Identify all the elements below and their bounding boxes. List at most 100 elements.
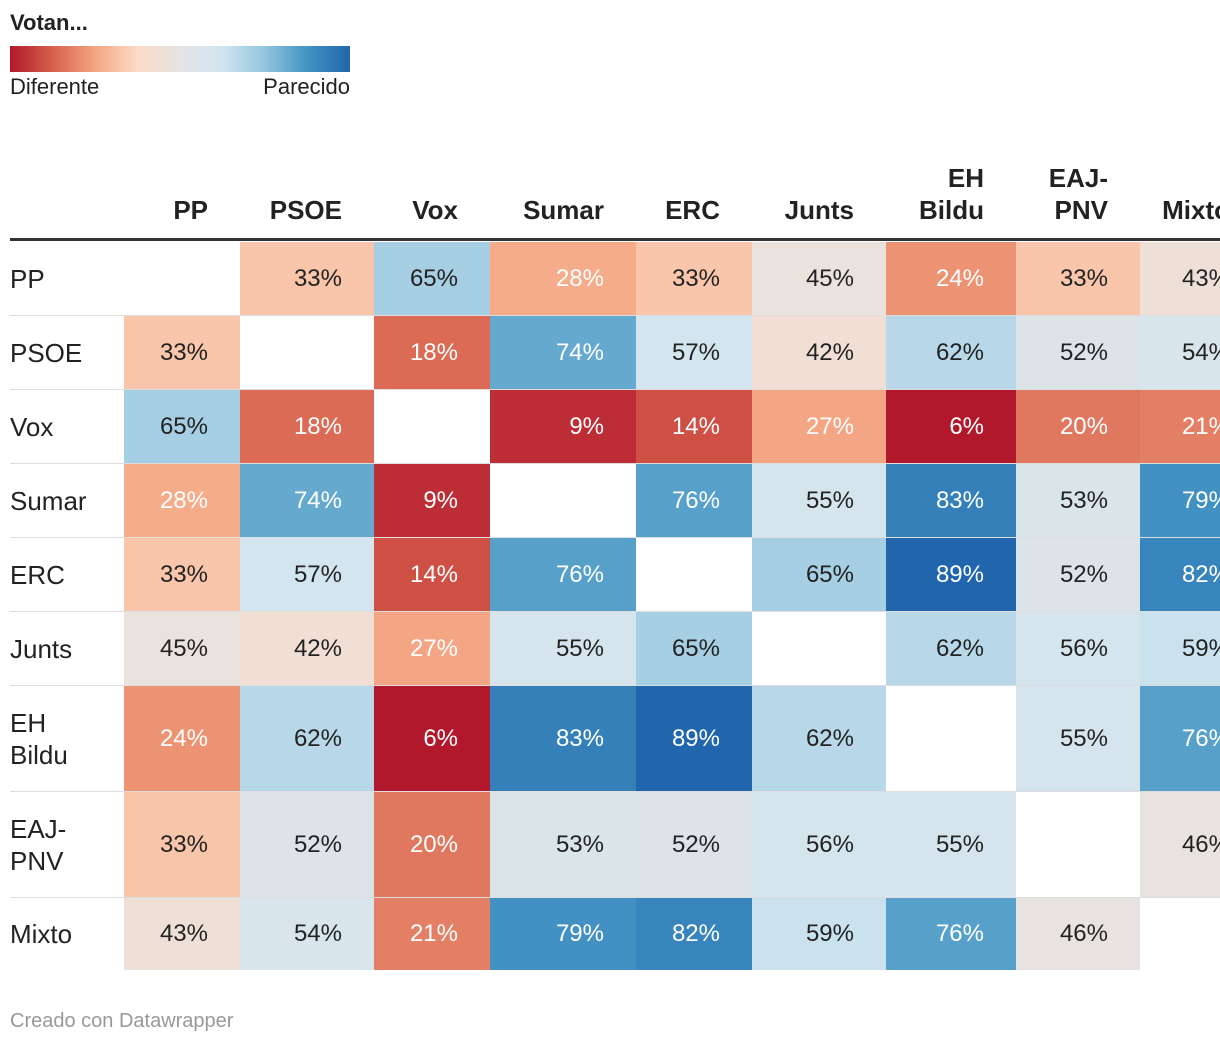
heat-cell: 24% xyxy=(886,242,1016,316)
row-separator xyxy=(10,537,1220,538)
cell-label: 18% xyxy=(293,413,342,440)
cell-label: 57% xyxy=(671,339,720,366)
cell-label: 24% xyxy=(159,725,208,752)
heat-cell: 52% xyxy=(1016,316,1140,390)
heat-cell: 79% xyxy=(490,898,636,970)
cell-label: 59% xyxy=(805,920,854,947)
cell-label: 45% xyxy=(159,635,208,662)
cell-label: 6% xyxy=(949,413,984,440)
heat-cell: 55% xyxy=(490,612,636,686)
heat-cell: 43% xyxy=(1140,242,1220,316)
heat-cell: 83% xyxy=(886,464,1016,538)
row-header: Junts xyxy=(10,634,73,664)
row-separator xyxy=(10,389,1220,390)
legend-label: Parecido xyxy=(263,74,350,99)
cell-label: 52% xyxy=(293,831,342,858)
cell-label: 33% xyxy=(1059,265,1108,292)
cell-label: 43% xyxy=(1181,265,1220,292)
heat-cell: 83% xyxy=(490,686,636,792)
heat-cell: 18% xyxy=(374,316,490,390)
cell-label: 65% xyxy=(671,635,720,662)
heat-cell: 56% xyxy=(1016,612,1140,686)
heat-cell: 62% xyxy=(240,686,374,792)
legend-title: Votan... xyxy=(10,10,88,35)
heat-cell: 42% xyxy=(752,316,886,390)
cell-label: 54% xyxy=(293,920,342,947)
heat-cell: 45% xyxy=(752,242,886,316)
heat-cell: 65% xyxy=(636,612,752,686)
heat-cell: 82% xyxy=(1140,538,1220,612)
row-header: Sumar xyxy=(10,486,87,516)
column-header: PSOE xyxy=(269,195,342,225)
heat-cell: 62% xyxy=(886,612,1016,686)
heat-cell: 46% xyxy=(1016,898,1140,970)
legend-label: Diferente xyxy=(10,74,100,99)
cell-label: 14% xyxy=(409,561,458,588)
cell-label: 20% xyxy=(1059,413,1108,440)
heat-cell: 6% xyxy=(886,390,1016,464)
source: Creado con Datawrapper xyxy=(10,1010,234,1032)
heat-cell: 9% xyxy=(374,464,490,538)
heat-cell: 33% xyxy=(1016,242,1140,316)
heat-cell: 74% xyxy=(490,316,636,390)
column-header: Junts xyxy=(784,195,854,225)
heat-cell: 21% xyxy=(1140,390,1220,464)
cell-label: 56% xyxy=(1059,635,1108,662)
cell-label: 21% xyxy=(409,920,458,947)
row-separator xyxy=(10,791,1220,792)
row-header: PP xyxy=(10,264,45,294)
heat-cell: 53% xyxy=(1016,464,1140,538)
header-rule xyxy=(10,238,1220,241)
cell-label: 79% xyxy=(1181,487,1220,514)
cell-label: 55% xyxy=(935,831,984,858)
cell-label: 59% xyxy=(1181,635,1220,662)
cell-label: 27% xyxy=(805,413,854,440)
cell-label: 18% xyxy=(409,339,458,366)
cell-label: 46% xyxy=(1059,920,1108,947)
heat-cell: 62% xyxy=(886,316,1016,390)
cell-label: 76% xyxy=(555,561,604,588)
heat-cell: 56% xyxy=(752,792,886,898)
heat-cell: 53% xyxy=(490,792,636,898)
heat-cell: 42% xyxy=(240,612,374,686)
cell-label: 54% xyxy=(1181,339,1220,366)
cell-label: 74% xyxy=(555,339,604,366)
column-header: Mixto xyxy=(1162,195,1220,225)
cell-label: 62% xyxy=(293,725,342,752)
cell-label: 83% xyxy=(555,725,604,752)
row-header: EH Bildu xyxy=(10,708,68,770)
cell-label: 89% xyxy=(671,725,720,752)
cell-label: 28% xyxy=(159,487,208,514)
cell-label: 76% xyxy=(1181,725,1220,752)
cell-label: 21% xyxy=(1181,413,1220,440)
heat-cell: 55% xyxy=(1016,686,1140,792)
row-header: EAJ-PNV xyxy=(10,814,67,876)
cell-label: 55% xyxy=(1059,725,1108,752)
cell-label: 56% xyxy=(805,831,854,858)
column-header: Vox xyxy=(412,195,458,225)
cell-label: 55% xyxy=(805,487,854,514)
heat-cell: 18% xyxy=(240,390,374,464)
heat-cell: 14% xyxy=(374,538,490,612)
cell-label: 42% xyxy=(805,339,854,366)
column-header: ERC xyxy=(665,195,720,225)
heat-cell: 21% xyxy=(374,898,490,970)
row-header: PSOE xyxy=(10,338,83,368)
cell-label: 52% xyxy=(671,831,720,858)
cell-label: 74% xyxy=(293,487,342,514)
heat-cell: 62% xyxy=(752,686,886,792)
cell-label: 82% xyxy=(1181,561,1220,588)
legend-gradient xyxy=(10,46,350,72)
heat-cell: 54% xyxy=(240,898,374,970)
cell-label: 65% xyxy=(409,265,458,292)
heat-cell: 20% xyxy=(374,792,490,898)
heat-cell: 76% xyxy=(490,538,636,612)
row-separator xyxy=(10,897,1220,898)
heat-cell: 43% xyxy=(124,898,240,970)
heat-cell: 89% xyxy=(636,686,752,792)
cell-label: 89% xyxy=(935,561,984,588)
column-header: PP xyxy=(173,195,208,225)
cell-label: 76% xyxy=(935,920,984,947)
cell-label: 62% xyxy=(935,635,984,662)
